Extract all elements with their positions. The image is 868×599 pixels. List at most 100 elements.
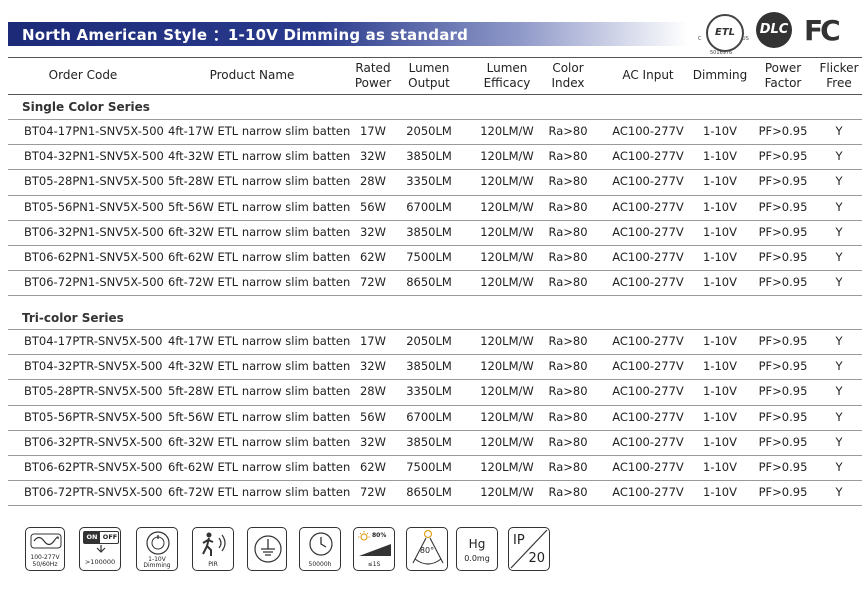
header-flicker-free: Flicker Free xyxy=(819,61,859,90)
cell-rated-power: 72W xyxy=(359,275,387,290)
cell-color-index: Ra>80 xyxy=(548,124,588,138)
cell-lumen-efficacy: 120LM/W xyxy=(480,224,534,239)
row-divider xyxy=(8,144,862,146)
dimming-badge: 1-10V Dimming xyxy=(136,527,178,571)
cell-lumen-output: 3850LM xyxy=(406,359,452,374)
cell-rated-power: 28W xyxy=(359,384,387,399)
ip-rating-icon xyxy=(510,529,548,569)
header-power-factor: Power Factor xyxy=(764,61,802,90)
row-divider xyxy=(8,404,862,406)
cell-dimming: 1-10V xyxy=(703,224,737,239)
header-rated-power: Rated Power xyxy=(354,61,392,90)
banner-title: North American Style ：1-10V Dimming as s… xyxy=(22,26,469,44)
cell-dimming: 1-10V xyxy=(703,124,737,138)
cell-flicker-free: Y xyxy=(835,199,843,214)
cell-lumen-output: 3350LM xyxy=(406,174,452,189)
cell-flicker-free: Y xyxy=(835,485,843,500)
startup-badge: 80% ≤1S xyxy=(353,527,395,571)
cell-power-factor: PF>0.95 xyxy=(758,149,808,164)
cell-order-code: BT06-62PN1-SNV5X-500 xyxy=(24,250,164,264)
cell-color-index: Ra>80 xyxy=(548,334,588,348)
cell-product-name: 6ft-32W ETL narrow slim batten xyxy=(168,224,351,239)
cell-lumen-efficacy: 120LM/W xyxy=(480,199,534,214)
cell-ac-input: AC100-277V xyxy=(612,275,684,290)
cell-dimming: 1-10V xyxy=(703,199,737,214)
input-voltage-badge: 100-277V 50/60Hz xyxy=(25,527,65,571)
mercury-value: 0.0mg xyxy=(464,554,490,563)
switching-count: >100000 xyxy=(84,558,116,566)
cell-rated-power: 62W xyxy=(359,460,387,474)
header-dimming: Dimming xyxy=(692,68,748,82)
cell-product-name: 4ft-17W ETL narrow slim batten xyxy=(168,124,351,138)
cell-color-index: Ra>80 xyxy=(548,409,588,424)
cell-order-code: BT05-28PN1-SNV5X-500 xyxy=(24,174,164,189)
cell-lumen-output: 8650LM xyxy=(406,485,452,500)
cell-power-factor: PF>0.95 xyxy=(758,250,808,264)
arrow-down-icon xyxy=(96,545,106,553)
etl-logo: ETL xyxy=(706,14,744,52)
cell-ac-input: AC100-277V xyxy=(612,224,684,239)
cell-color-index: Ra>80 xyxy=(548,460,588,474)
cell-lumen-output: 7500LM xyxy=(406,460,452,474)
cell-lumen-output: 3350LM xyxy=(406,384,452,399)
cell-color-index: Ra>80 xyxy=(548,224,588,239)
ground-badge xyxy=(247,527,287,571)
cell-lumen-output: 8650LM xyxy=(406,275,452,290)
table-header-rule xyxy=(8,94,862,95)
brightness-ramp-icon xyxy=(358,531,391,556)
cell-product-name: 6ft-62W ETL narrow slim batten xyxy=(168,250,351,264)
cell-order-code: BT05-56PN1-SNV5X-500 xyxy=(24,199,164,214)
cell-lumen-output: 6700LM xyxy=(406,409,452,424)
input-frequency-label: 50/60Hz xyxy=(32,561,58,568)
cell-color-index: Ra>80 xyxy=(548,275,588,290)
cell-product-name: 4ft-32W ETL narrow slim batten xyxy=(168,149,351,164)
header-lumen-output: Lumen Output xyxy=(408,61,450,90)
cell-product-name: 4ft-32W ETL narrow slim batten xyxy=(168,359,351,374)
clock-icon xyxy=(309,532,333,556)
cell-order-code: BT05-56PTR-SNV5X-500 xyxy=(24,409,163,424)
cell-ac-input: AC100-277V xyxy=(612,434,684,449)
cell-order-code: BT06-62PTR-SNV5X-500 xyxy=(24,460,163,474)
cell-rated-power: 32W xyxy=(359,434,387,449)
etl-c-mark: C xyxy=(698,36,702,42)
dimmer-knob-icon xyxy=(146,531,170,555)
cell-flicker-free: Y xyxy=(835,224,843,239)
cell-lumen-output: 3850LM xyxy=(406,149,452,164)
cell-lumen-efficacy: 120LM/W xyxy=(480,434,534,449)
cell-color-index: Ra>80 xyxy=(548,199,588,214)
input-voltage-label: 100-277V xyxy=(30,554,60,561)
row-divider xyxy=(8,219,862,221)
cell-lumen-output: 3850LM xyxy=(406,224,452,239)
cell-lumen-output: 7500LM xyxy=(406,250,452,264)
cell-dimming: 1-10V xyxy=(703,149,737,164)
cell-color-index: Ra>80 xyxy=(548,434,588,449)
sine-wave-icon xyxy=(30,533,62,549)
cell-power-factor: PF>0.95 xyxy=(758,224,808,239)
row-divider xyxy=(8,480,862,482)
mercury-symbol: Hg xyxy=(468,537,486,551)
row-divider xyxy=(8,119,862,120)
cell-color-index: Ra>80 xyxy=(548,250,588,264)
row-divider xyxy=(8,329,862,330)
mercury-badge: Hg 0.0mg xyxy=(456,527,498,571)
cell-ac-input: AC100-277V xyxy=(612,460,684,474)
ground-icon xyxy=(254,535,282,563)
cell-flicker-free: Y xyxy=(835,124,843,138)
cell-rated-power: 17W xyxy=(359,334,387,348)
cell-flicker-free: Y xyxy=(835,149,843,164)
cell-color-index: Ra>80 xyxy=(548,359,588,374)
switching-cycles-badge: ON OFF >100000 xyxy=(79,527,121,571)
row-divider xyxy=(8,429,862,431)
cell-rated-power: 32W xyxy=(359,359,387,374)
cell-flicker-free: Y xyxy=(835,334,843,348)
cell-dimming: 1-10V xyxy=(703,460,737,474)
cell-power-factor: PF>0.95 xyxy=(758,124,808,138)
cell-product-name: 5ft-56W ETL narrow slim batten xyxy=(168,409,351,424)
section-title: Tri-color Series xyxy=(22,311,124,325)
row-divider xyxy=(8,295,862,297)
cell-dimming: 1-10V xyxy=(703,275,737,290)
cell-rated-power: 32W xyxy=(359,224,387,239)
certification-logos: ETL C US 5016976 DLC FC xyxy=(698,12,860,56)
cell-rated-power: 17W xyxy=(359,124,387,138)
startup-time: ≤1S xyxy=(367,561,381,568)
